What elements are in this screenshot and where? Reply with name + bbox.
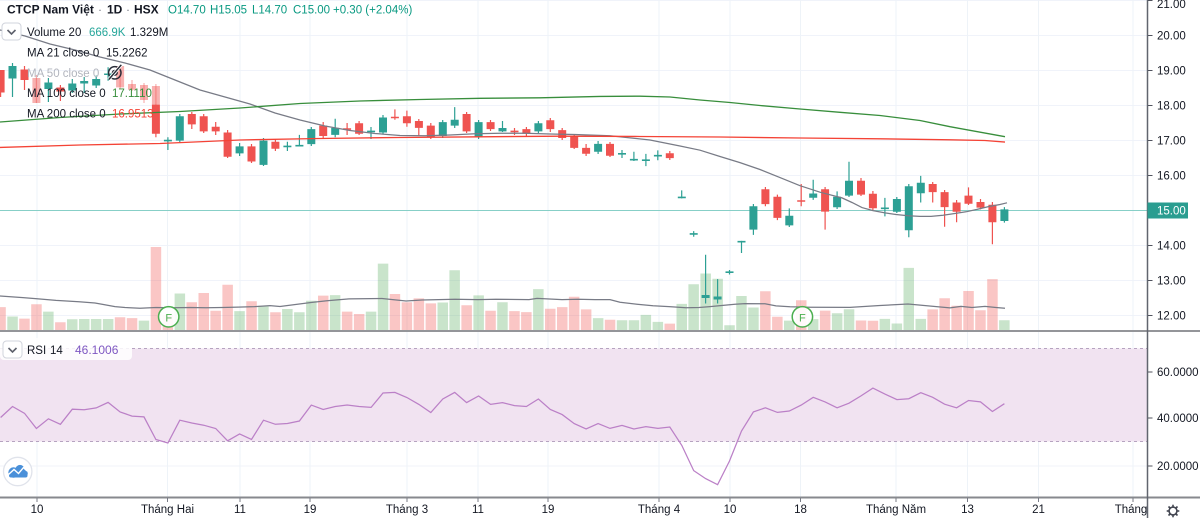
svg-text:60.0000: 60.0000 xyxy=(1157,367,1199,379)
svg-text:CTCP Nam Việt: CTCP Nam Việt xyxy=(7,3,94,17)
svg-text:19: 19 xyxy=(304,504,317,516)
svg-text:F: F xyxy=(799,312,806,324)
svg-text:13: 13 xyxy=(961,504,974,516)
svg-text:C15.00: C15.00 xyxy=(293,5,330,17)
svg-text:21: 21 xyxy=(1032,504,1045,516)
svg-text:F: F xyxy=(165,312,172,324)
svg-text:+0.30 (+2.04%): +0.30 (+2.04%) xyxy=(333,5,412,17)
svg-text:Tháng 3: Tháng 3 xyxy=(386,504,428,516)
svg-text:Tháng: Tháng xyxy=(1115,504,1148,516)
svg-text:15.00: 15.00 xyxy=(1157,206,1186,218)
svg-text:1D: 1D xyxy=(107,3,123,17)
svg-text:13.00: 13.00 xyxy=(1157,276,1186,288)
svg-text:17.1110: 17.1110 xyxy=(112,88,152,100)
svg-text:Tháng Năm: Tháng Năm xyxy=(866,504,926,516)
svg-text:·: · xyxy=(98,3,102,17)
svg-text:16.9513: 16.9513 xyxy=(112,109,154,121)
svg-text:·: · xyxy=(126,3,130,17)
svg-text:HSX: HSX xyxy=(134,3,159,17)
svg-text:11: 11 xyxy=(234,504,246,516)
svg-text:RSI: RSI xyxy=(27,345,46,357)
svg-text:20.0000: 20.0000 xyxy=(1157,461,1199,473)
svg-text:10: 10 xyxy=(31,504,44,516)
svg-text:MA 50 close 0: MA 50 close 0 xyxy=(27,68,99,80)
svg-text:Volume 20: Volume 20 xyxy=(27,27,81,39)
svg-text:17.00: 17.00 xyxy=(1157,136,1186,148)
svg-text:MA 21 close 0: MA 21 close 0 xyxy=(27,48,99,60)
svg-text:11: 11 xyxy=(472,504,484,516)
svg-text:19: 19 xyxy=(542,504,555,516)
svg-text:18: 18 xyxy=(794,504,807,516)
svg-text:L14.70: L14.70 xyxy=(252,5,287,17)
svg-text:14: 14 xyxy=(50,345,63,357)
svg-text:15.2262: 15.2262 xyxy=(106,48,148,60)
svg-text:14.00: 14.00 xyxy=(1157,241,1186,253)
svg-text:21.00: 21.00 xyxy=(1157,0,1186,11)
svg-text:16.00: 16.00 xyxy=(1157,171,1186,183)
svg-text:O14.70: O14.70 xyxy=(168,5,206,17)
svg-text:10: 10 xyxy=(724,504,737,516)
svg-text:666.9K: 666.9K xyxy=(89,27,126,39)
svg-text:MA 200 close 0: MA 200 close 0 xyxy=(27,109,106,121)
svg-text:19.00: 19.00 xyxy=(1157,66,1186,78)
svg-text:40.0000: 40.0000 xyxy=(1157,413,1199,425)
svg-text:46.1006: 46.1006 xyxy=(75,343,119,357)
svg-text:H15.05: H15.05 xyxy=(210,5,247,17)
svg-text:12.00: 12.00 xyxy=(1157,311,1186,323)
svg-text:Tháng Hai: Tháng Hai xyxy=(141,504,194,516)
svg-text:18.00: 18.00 xyxy=(1157,101,1186,113)
svg-text:1.329M: 1.329M xyxy=(130,27,168,39)
svg-text:MA 100 close 0: MA 100 close 0 xyxy=(27,88,106,100)
svg-text:Tháng 4: Tháng 4 xyxy=(638,504,681,516)
svg-text:20.00: 20.00 xyxy=(1157,31,1186,43)
